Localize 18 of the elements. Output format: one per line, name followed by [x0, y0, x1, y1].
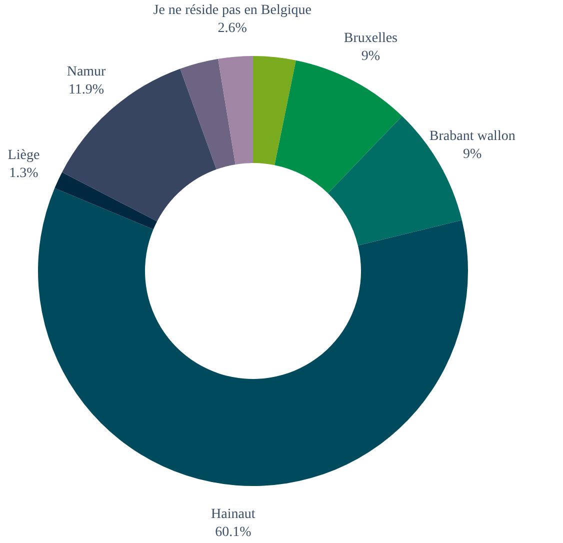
slice-label: Liège [8, 148, 40, 163]
slice-label: Brabant wallon [429, 128, 516, 144]
donut-slice [38, 188, 468, 486]
donut-slice [253, 56, 296, 166]
donut-slice [218, 56, 253, 164]
slice-label: Bruxelles [344, 31, 398, 46]
data-label: 11.9% [68, 82, 104, 98]
data-label: 1.3% [9, 166, 39, 181]
data-label: 2.6% [218, 20, 248, 36]
data-label: 9% [463, 146, 482, 162]
donut-slice [54, 172, 158, 230]
data-label: 60.1% [215, 525, 252, 540]
slice-label: Je ne réside pas en Belgique [153, 2, 312, 18]
slice-label: Hainaut [210, 507, 256, 522]
donut-slice [180, 58, 236, 170]
slice-label: Namur [66, 64, 106, 80]
donut-slice [274, 60, 402, 194]
data-label: 9% [361, 49, 380, 64]
